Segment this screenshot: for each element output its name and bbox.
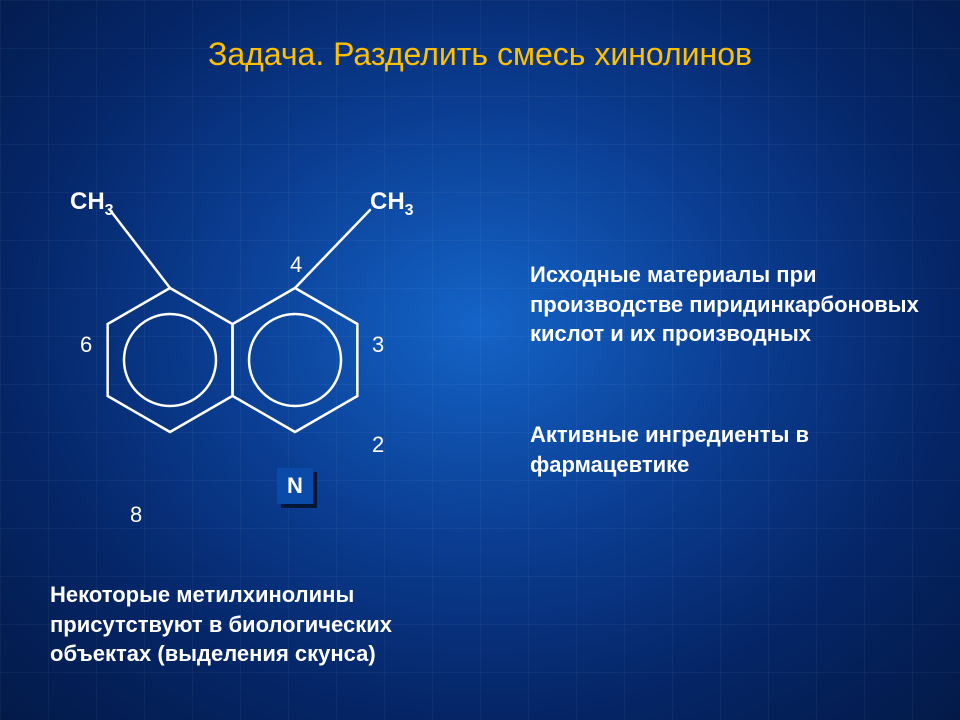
position-label: 2 xyxy=(372,432,384,458)
benzene-ring xyxy=(108,288,233,432)
substituent-text: CH xyxy=(70,188,105,215)
quinoline-diagram: N CH3CH343268 xyxy=(30,180,460,560)
position-label: 6 xyxy=(80,332,92,358)
position-label: 8 xyxy=(130,502,142,528)
substituent-text: CH xyxy=(370,188,405,215)
aromatic-circle xyxy=(249,314,341,406)
position-label: 3 xyxy=(372,332,384,358)
quinoline-svg xyxy=(30,180,460,560)
aromatic-circle xyxy=(124,314,216,406)
position-label: 4 xyxy=(290,252,302,278)
substituent-bond xyxy=(295,210,370,288)
description-3: Некоторые метилхинолины присутствуют в б… xyxy=(50,580,470,669)
description-2: Активные ингредиенты в фармацевтике xyxy=(530,420,930,479)
nitrogen-box: N xyxy=(277,468,313,504)
nitrogen-label: N xyxy=(287,473,303,499)
substituent-label: CH3 xyxy=(70,188,114,220)
substituent-label: CH3 xyxy=(370,188,414,220)
pyridine-ring xyxy=(233,288,358,432)
page-title: Задача. Разделить смесь хинолинов xyxy=(0,36,960,73)
description-1: Исходные материалы при производстве пири… xyxy=(530,260,930,349)
substituent-bond xyxy=(110,210,170,288)
substituent-sub: 3 xyxy=(105,202,114,219)
substituent-sub: 3 xyxy=(405,202,414,219)
